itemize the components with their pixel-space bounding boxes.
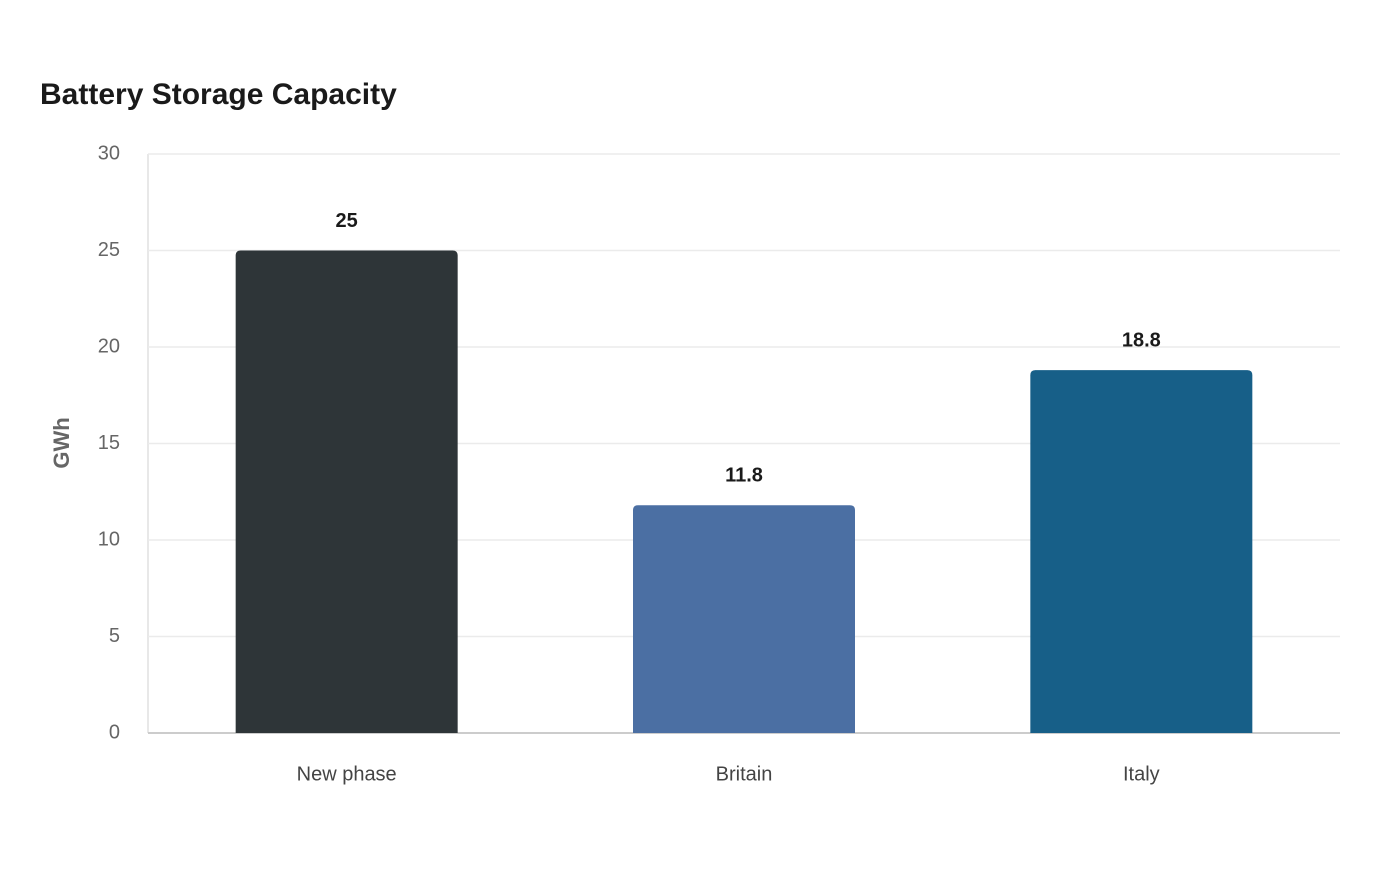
value-label: 25 <box>336 210 358 232</box>
y-axis-label: GWh <box>49 417 74 468</box>
y-tick-label: 30 <box>98 142 120 164</box>
y-tick-label: 10 <box>98 528 120 550</box>
bar <box>235 250 458 733</box>
y-tick-label: 25 <box>98 239 120 261</box>
value-label: 18.8 <box>1122 329 1161 351</box>
x-tick-label: Italy <box>1123 763 1160 785</box>
y-tick-label: 20 <box>98 335 120 357</box>
y-tick-label: 5 <box>109 625 120 647</box>
x-tick-label: New phase <box>297 763 397 785</box>
y-tick-label: 0 <box>109 721 120 743</box>
chart-title: Battery Storage Capacity <box>40 78 397 111</box>
bar <box>1030 370 1253 733</box>
bar <box>633 505 855 733</box>
x-tick-label: Britain <box>716 763 773 785</box>
y-tick-label: 15 <box>98 432 120 454</box>
value-label: 11.8 <box>725 465 763 487</box>
